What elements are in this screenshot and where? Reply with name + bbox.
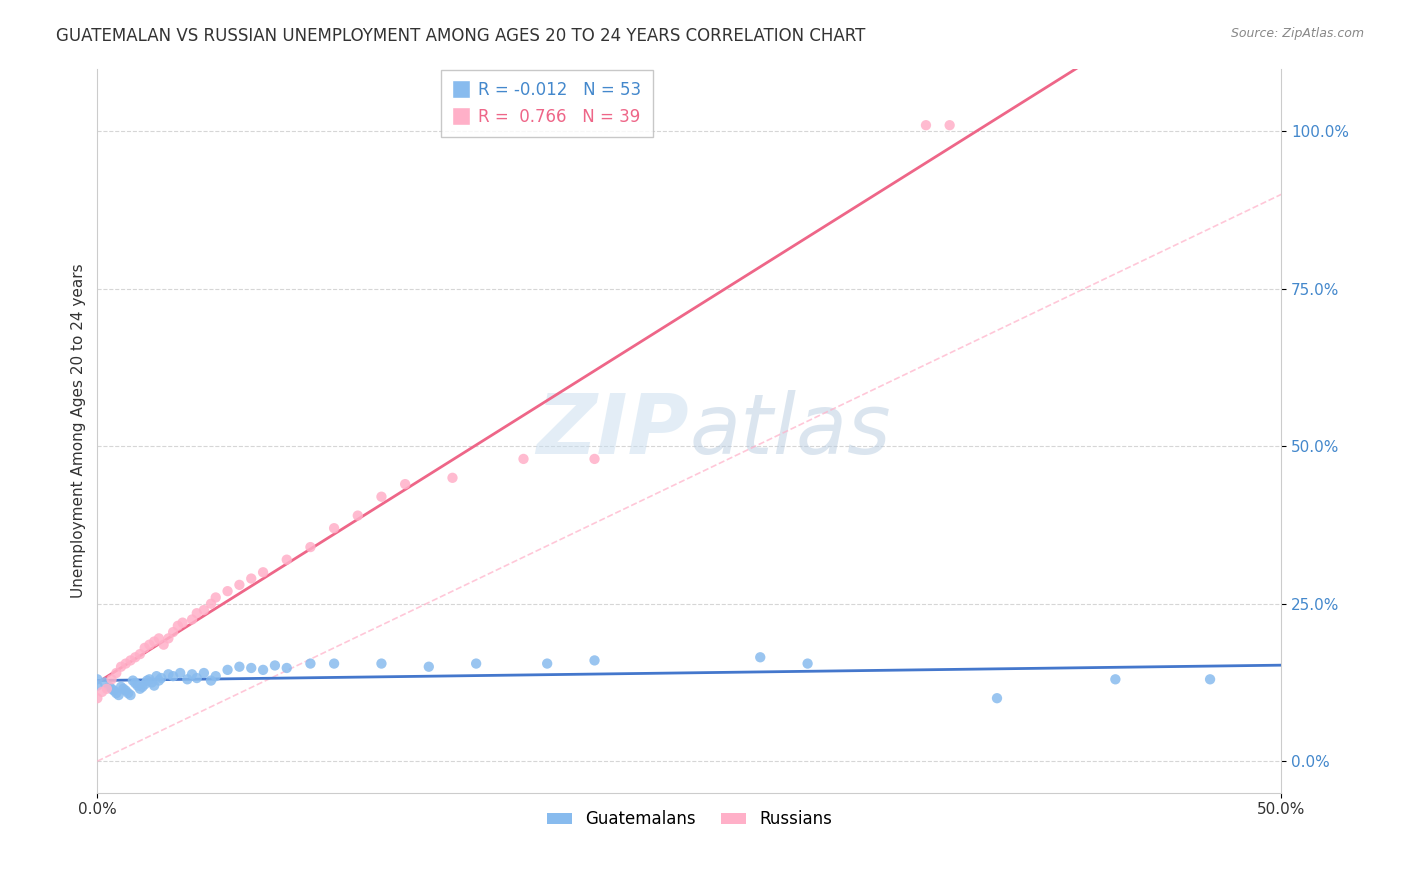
Point <box>121 673 143 688</box>
Point <box>148 632 170 646</box>
Point <box>100 681 122 696</box>
Text: atlas: atlas <box>689 390 891 471</box>
Point <box>323 657 346 671</box>
Point <box>240 661 263 675</box>
Point <box>143 679 166 693</box>
Point <box>110 659 132 673</box>
Point <box>583 653 606 667</box>
Point <box>86 679 108 693</box>
Point <box>120 653 142 667</box>
Point <box>276 661 298 675</box>
Point <box>186 671 208 685</box>
Point <box>145 669 167 683</box>
Point <box>96 681 118 696</box>
Point <box>276 552 298 566</box>
Point <box>1104 673 1126 687</box>
Point <box>536 657 558 671</box>
Point <box>204 591 226 605</box>
Y-axis label: Unemployment Among Ages 20 to 24 years: Unemployment Among Ages 20 to 24 years <box>72 263 86 598</box>
Point <box>169 666 191 681</box>
Text: GUATEMALAN VS RUSSIAN UNEMPLOYMENT AMONG AGES 20 TO 24 YEARS CORRELATION CHART: GUATEMALAN VS RUSSIAN UNEMPLOYMENT AMONG… <box>56 27 866 45</box>
Point <box>124 650 146 665</box>
Point <box>915 118 938 132</box>
Point <box>181 612 204 626</box>
Text: Source: ZipAtlas.com: Source: ZipAtlas.com <box>1230 27 1364 40</box>
Point <box>166 619 188 633</box>
Point <box>100 673 122 687</box>
Point <box>157 632 180 646</box>
Point <box>138 638 160 652</box>
Point <box>749 650 772 665</box>
Point <box>299 540 322 554</box>
Point <box>252 663 274 677</box>
Point <box>93 675 115 690</box>
Point <box>193 603 215 617</box>
Point <box>129 681 152 696</box>
Point <box>129 647 152 661</box>
Point <box>162 625 184 640</box>
Text: ZIP: ZIP <box>537 390 689 471</box>
Point <box>252 566 274 580</box>
Point <box>228 659 250 673</box>
Point <box>148 673 170 688</box>
Point <box>418 659 440 673</box>
Point <box>127 679 149 693</box>
Point <box>86 691 108 706</box>
Point <box>394 477 416 491</box>
Point <box>131 680 153 694</box>
Point <box>323 521 346 535</box>
Point <box>346 508 368 523</box>
Point <box>124 676 146 690</box>
Point <box>152 638 174 652</box>
Point <box>141 675 163 690</box>
Point <box>143 634 166 648</box>
Point <box>200 673 222 688</box>
Point <box>186 606 208 620</box>
Point <box>986 691 1008 706</box>
Point <box>162 669 184 683</box>
Point <box>228 578 250 592</box>
Point <box>114 657 136 671</box>
Point <box>138 673 160 687</box>
Point <box>112 681 135 696</box>
Point <box>98 680 121 694</box>
Point <box>107 688 129 702</box>
Point <box>91 685 114 699</box>
Point <box>1199 673 1222 687</box>
Point <box>370 657 392 671</box>
Point <box>796 657 818 671</box>
Point <box>110 680 132 694</box>
Point <box>370 490 392 504</box>
Point <box>441 471 464 485</box>
Point <box>150 671 173 685</box>
Point <box>134 640 156 655</box>
Point <box>136 673 159 688</box>
Point <box>193 666 215 681</box>
Point <box>240 572 263 586</box>
Point <box>176 673 198 687</box>
Point <box>299 657 322 671</box>
Point <box>105 666 128 681</box>
Point <box>114 683 136 698</box>
Point <box>264 658 287 673</box>
Point <box>120 688 142 702</box>
Point <box>583 451 606 466</box>
Point <box>181 667 204 681</box>
Legend: Guatemalans, Russians: Guatemalans, Russians <box>540 804 838 835</box>
Point <box>465 657 488 671</box>
Point <box>105 686 128 700</box>
Point <box>157 667 180 681</box>
Point <box>938 118 960 132</box>
Point <box>86 673 108 687</box>
Point <box>512 451 534 466</box>
Point <box>117 686 139 700</box>
Point <box>217 584 239 599</box>
Point <box>103 683 125 698</box>
Point <box>200 597 222 611</box>
Point <box>217 663 239 677</box>
Point <box>134 677 156 691</box>
Point <box>204 669 226 683</box>
Point <box>172 615 194 630</box>
